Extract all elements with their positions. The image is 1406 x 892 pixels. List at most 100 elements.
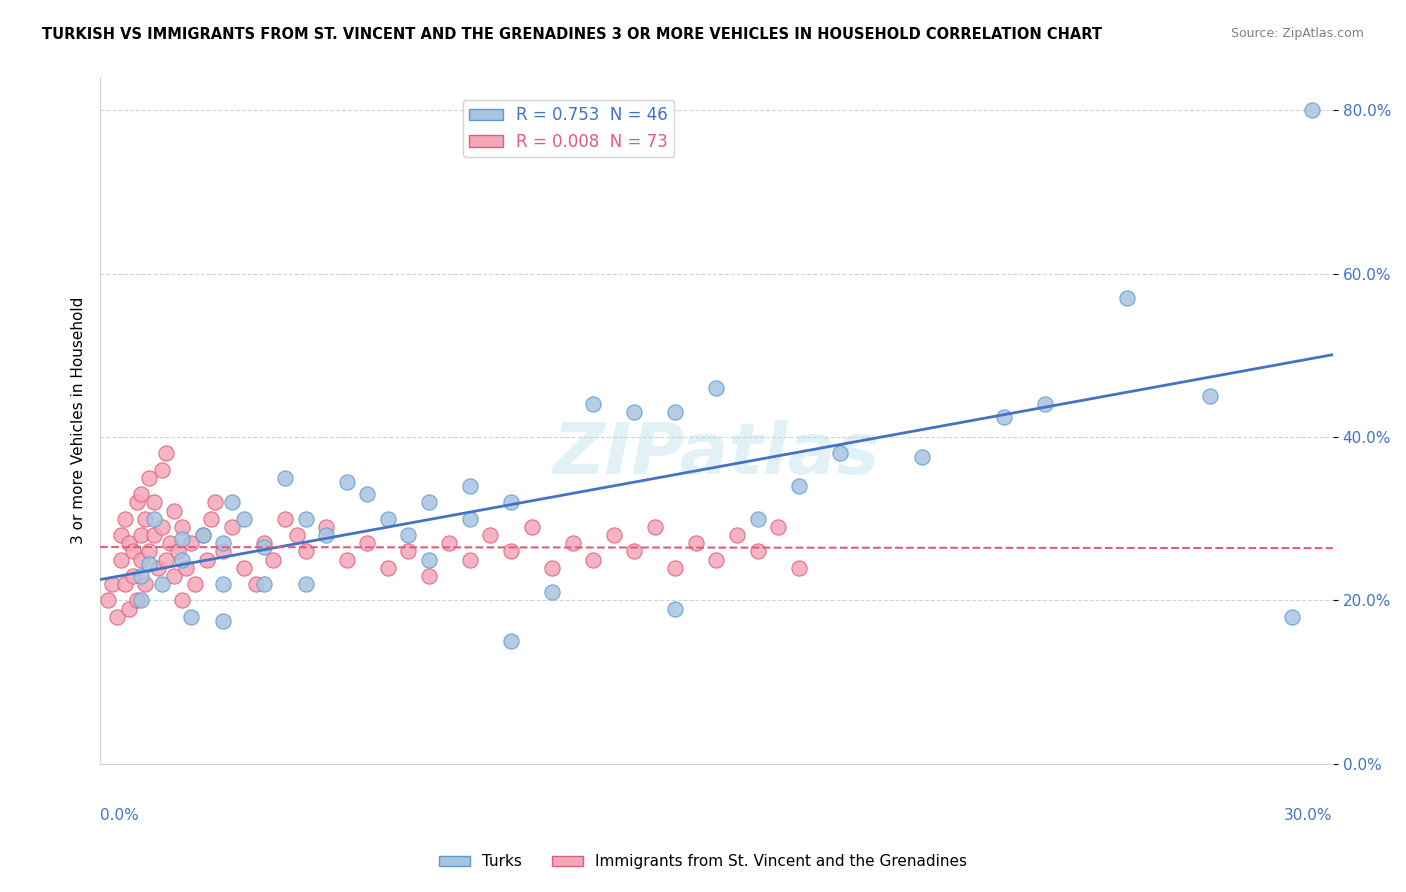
Point: [191, 528, 214, 542]
Point: [114, 511, 136, 525]
Point: [315, 528, 337, 542]
Point: [356, 487, 378, 501]
Point: [129, 487, 152, 501]
Point: [118, 536, 141, 550]
Point: [787, 479, 810, 493]
Point: [105, 609, 128, 624]
Point: [110, 528, 132, 542]
Point: [664, 601, 686, 615]
Point: [150, 463, 173, 477]
Point: [212, 614, 235, 628]
Point: [294, 511, 316, 525]
Point: [747, 544, 769, 558]
Point: [127, 593, 149, 607]
Point: [180, 609, 202, 624]
Point: [274, 471, 297, 485]
Point: [212, 544, 235, 558]
Point: [129, 528, 152, 542]
Point: [172, 532, 194, 546]
Point: [1116, 291, 1139, 305]
Point: [377, 560, 399, 574]
Point: [262, 552, 284, 566]
Point: [142, 528, 165, 542]
Point: [129, 569, 152, 583]
Point: [232, 560, 254, 574]
Point: [294, 577, 316, 591]
Point: [725, 528, 748, 542]
Point: [706, 381, 728, 395]
Point: [212, 536, 235, 550]
Point: [541, 560, 564, 574]
Point: [458, 511, 481, 525]
Point: [118, 601, 141, 615]
Point: [253, 536, 276, 550]
Point: [163, 503, 186, 517]
Point: [127, 495, 149, 509]
Point: [150, 520, 173, 534]
Legend: R = 0.753  N = 46, R = 0.008  N = 73: R = 0.753 N = 46, R = 0.008 N = 73: [463, 100, 675, 157]
Point: [274, 511, 297, 525]
Point: [377, 511, 399, 525]
Point: [541, 585, 564, 599]
Point: [561, 536, 583, 550]
Point: [479, 528, 502, 542]
Point: [110, 552, 132, 566]
Point: [150, 577, 173, 591]
Point: [520, 520, 543, 534]
Point: [993, 409, 1015, 424]
Point: [101, 577, 124, 591]
Point: [245, 577, 267, 591]
Point: [828, 446, 851, 460]
Y-axis label: 3 or more Vehicles in Household: 3 or more Vehicles in Household: [72, 297, 86, 544]
Point: [138, 557, 160, 571]
Point: [582, 397, 605, 411]
Point: [396, 544, 419, 558]
Point: [396, 528, 419, 542]
Point: [167, 544, 190, 558]
Point: [439, 536, 461, 550]
Point: [582, 552, 605, 566]
Point: [172, 593, 194, 607]
Point: [195, 552, 218, 566]
Point: [221, 495, 243, 509]
Point: [134, 577, 156, 591]
Point: [315, 520, 337, 534]
Point: [499, 544, 522, 558]
Point: [253, 541, 276, 555]
Point: [603, 528, 626, 542]
Point: [623, 544, 645, 558]
Point: [155, 446, 177, 460]
Point: [911, 450, 934, 465]
Legend: Turks, Immigrants from St. Vincent and the Grenadines: Turks, Immigrants from St. Vincent and t…: [433, 848, 973, 875]
Point: [172, 552, 194, 566]
Point: [356, 536, 378, 550]
Point: [499, 634, 522, 648]
Point: [706, 552, 728, 566]
Point: [458, 552, 481, 566]
Point: [163, 569, 186, 583]
Point: [232, 511, 254, 525]
Point: [221, 520, 243, 534]
Point: [1198, 389, 1220, 403]
Point: [176, 560, 198, 574]
Point: [180, 536, 202, 550]
Point: [1301, 103, 1323, 117]
Point: [747, 511, 769, 525]
Point: [204, 495, 226, 509]
Point: [418, 552, 440, 566]
Point: [129, 593, 152, 607]
Point: [623, 405, 645, 419]
Point: [212, 577, 235, 591]
Point: [499, 495, 522, 509]
Point: [285, 528, 308, 542]
Point: [122, 544, 145, 558]
Point: [142, 495, 165, 509]
Text: ZIPatlas: ZIPatlas: [553, 420, 880, 490]
Point: [418, 569, 440, 583]
Text: Source: ZipAtlas.com: Source: ZipAtlas.com: [1230, 27, 1364, 40]
Point: [644, 520, 666, 534]
Point: [1281, 609, 1303, 624]
Point: [134, 511, 156, 525]
Point: [418, 495, 440, 509]
Point: [664, 405, 686, 419]
